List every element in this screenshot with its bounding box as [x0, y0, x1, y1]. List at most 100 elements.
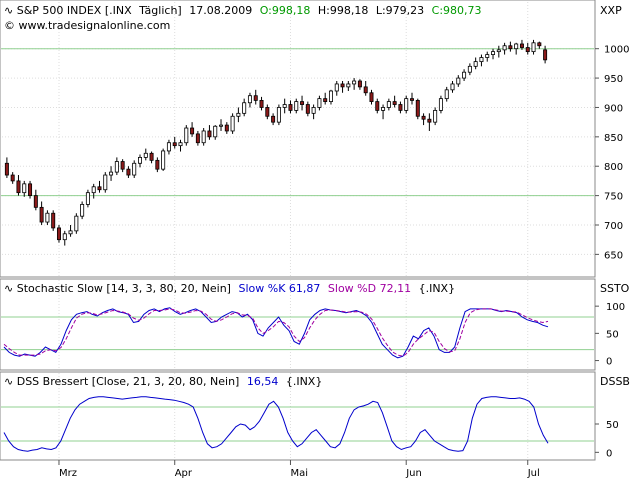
- candle: [375, 98, 380, 114]
- candle-body: [392, 101, 397, 105]
- x-tick-label: Jul: [527, 468, 540, 479]
- candle-body: [178, 142, 183, 147]
- dss-tick-label: 50: [606, 420, 619, 431]
- candle: [386, 98, 391, 111]
- candle: [178, 139, 183, 152]
- candle-body: [328, 90, 333, 102]
- stochastic-tick-label: 0: [606, 357, 612, 368]
- candle: [525, 42, 530, 55]
- candle: [109, 166, 114, 181]
- price-tick-label: 750: [604, 192, 623, 203]
- candle: [56, 224, 61, 243]
- candle-body: [120, 161, 125, 170]
- stochastic-collapse-icon[interactable]: ∿: [4, 282, 13, 295]
- candle-body: [126, 168, 131, 176]
- interval-label: Täglich]: [138, 4, 182, 17]
- dss-collapse-icon[interactable]: ∿: [4, 375, 13, 388]
- candle: [404, 95, 409, 114]
- open-value: O:998,18: [260, 4, 311, 17]
- price-tick-label: 950: [604, 74, 623, 85]
- candle-body: [39, 206, 44, 223]
- candle-body: [33, 195, 38, 208]
- high-value: H:998,18: [318, 4, 368, 17]
- candle-body: [346, 83, 351, 88]
- x-tick-label: Mai: [290, 468, 308, 479]
- candle-body: [496, 49, 501, 53]
- candle: [161, 148, 166, 171]
- x-tick-label: Apr: [175, 468, 193, 479]
- candle-body: [502, 45, 507, 51]
- candle-body: [311, 107, 316, 114]
- candle: [143, 148, 148, 161]
- collapse-icon[interactable]: ∿: [4, 4, 13, 17]
- x-tick-label: Mrz: [59, 468, 77, 479]
- candle-body: [543, 49, 548, 61]
- stochastic-panel[interactable]: [0, 278, 596, 371]
- candle: [346, 81, 351, 92]
- candle: [363, 81, 368, 96]
- candle-body: [381, 107, 386, 111]
- candle: [132, 160, 137, 178]
- candle: [207, 125, 212, 140]
- price-panel[interactable]: [0, 0, 596, 278]
- candle-body: [161, 150, 166, 170]
- candle-body: [224, 124, 229, 132]
- candle: [120, 159, 125, 173]
- candle-body: [352, 80, 357, 85]
- candle-body: [103, 174, 108, 191]
- stochastic-title: Stochastic Slow [14, 3, 3, 80, 20, Nein]: [17, 282, 231, 295]
- candle: [473, 57, 478, 70]
- candle: [166, 139, 171, 155]
- candle-body: [450, 83, 455, 91]
- candle: [126, 166, 131, 178]
- candle-body: [114, 161, 119, 173]
- stochastic-series-line: [3, 307, 549, 359]
- candle: [16, 175, 21, 196]
- candle: [276, 104, 281, 126]
- candle: [415, 98, 420, 120]
- candle-body: [433, 109, 438, 123]
- candle: [357, 79, 362, 90]
- candle-body: [456, 77, 461, 85]
- dss-series-line: [3, 396, 549, 452]
- candle-body: [305, 104, 310, 114]
- candle: [62, 230, 67, 246]
- candle: [456, 75, 461, 87]
- guide-layer: [1, 48, 594, 442]
- candle: [300, 95, 305, 111]
- candle-body: [51, 212, 56, 229]
- axis-layer: MrzAprMaiJunJulAug6507007508008509009501…: [58, 45, 629, 479]
- candle-body: [300, 101, 305, 105]
- candle: [392, 95, 397, 108]
- candle-body: [166, 142, 171, 152]
- candle: [155, 157, 160, 173]
- candle: [323, 92, 328, 105]
- candle: [311, 104, 316, 120]
- candle-body: [444, 89, 449, 100]
- stochastic-header: ∿ Stochastic Slow [14, 3, 3, 80, 20, Nei…: [4, 282, 455, 295]
- candle-body: [415, 100, 420, 117]
- candle: [427, 113, 432, 131]
- x-tick-label: Jun: [405, 468, 422, 479]
- candle-body: [242, 102, 247, 114]
- candle-body: [132, 162, 137, 176]
- dss-title: DSS Bressert [Close, 21, 3, 20, 80, Nein…: [17, 375, 240, 388]
- stochastic-tick-label: 50: [606, 329, 619, 340]
- candle: [491, 48, 496, 60]
- candle-body: [525, 47, 530, 53]
- candle-body: [201, 130, 206, 144]
- stochastic-right-label: SSTO: [600, 282, 630, 295]
- candle: [213, 125, 218, 140]
- candle-body: [427, 118, 432, 123]
- candle-body: [253, 95, 258, 101]
- candle-body: [438, 98, 443, 111]
- candle: [39, 201, 44, 225]
- dss-panel[interactable]: [0, 371, 596, 461]
- candle-body: [213, 125, 218, 138]
- candle-body: [149, 152, 154, 161]
- candle-body: [485, 54, 490, 58]
- candle-body: [155, 159, 160, 170]
- candle-body: [97, 186, 102, 191]
- candle: [68, 224, 73, 237]
